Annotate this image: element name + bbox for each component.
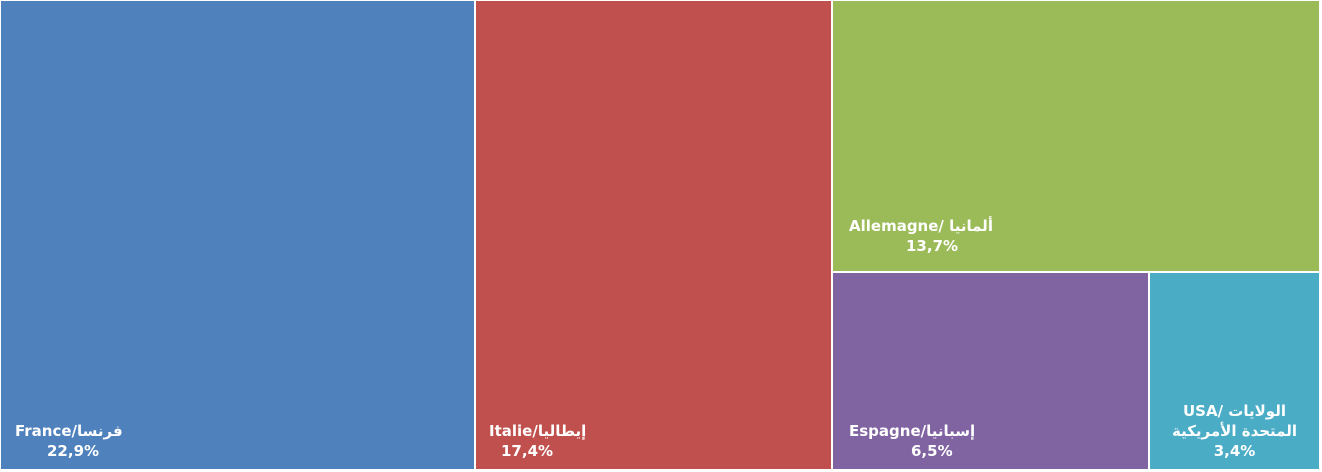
label-espagne: Espagne/إسبانيا 6,5%: [849, 421, 975, 461]
tile-value-espagne: 6,5%: [911, 442, 953, 460]
label-france: France/فرنسا 22,9%: [15, 421, 123, 461]
tile-allemagne: Allemagne/ ألمانيا 13,7%: [832, 0, 1320, 272]
tile-value-italie: 17,4%: [501, 442, 554, 460]
tile-name-usa-line2: المتحدة الأمريكية: [1171, 422, 1297, 440]
tile-value-usa: 3,4%: [1213, 442, 1256, 460]
tile-name-france: France/فرنسا: [15, 422, 123, 440]
label-italie: Italie/إيطاليا 17,4%: [489, 421, 586, 461]
tile-name-allemagne: Allemagne/ ألمانيا: [849, 217, 993, 235]
tile-value-france: 22,9%: [47, 442, 100, 460]
tile-france: France/فرنسا 22,9%: [0, 0, 475, 470]
tile-usa: USA/ الولايات المتحدة الأمريكية 3,4%: [1149, 272, 1320, 470]
tile-italie: Italie/إيطاليا 17,4%: [475, 0, 832, 470]
tile-name-italie: Italie/إيطاليا: [489, 422, 587, 440]
tile-value-allemagne: 13,7%: [906, 237, 959, 255]
label-usa: USA/ الولايات المتحدة الأمريكية 3,4%: [1150, 401, 1319, 461]
tile-name-usa-line1: USA/ الولايات: [1183, 402, 1286, 420]
label-allemagne: Allemagne/ ألمانيا 13,7%: [849, 216, 993, 256]
tile-espagne: Espagne/إسبانيا 6,5%: [832, 272, 1149, 470]
tile-name-espagne: Espagne/إسبانيا: [849, 422, 976, 440]
